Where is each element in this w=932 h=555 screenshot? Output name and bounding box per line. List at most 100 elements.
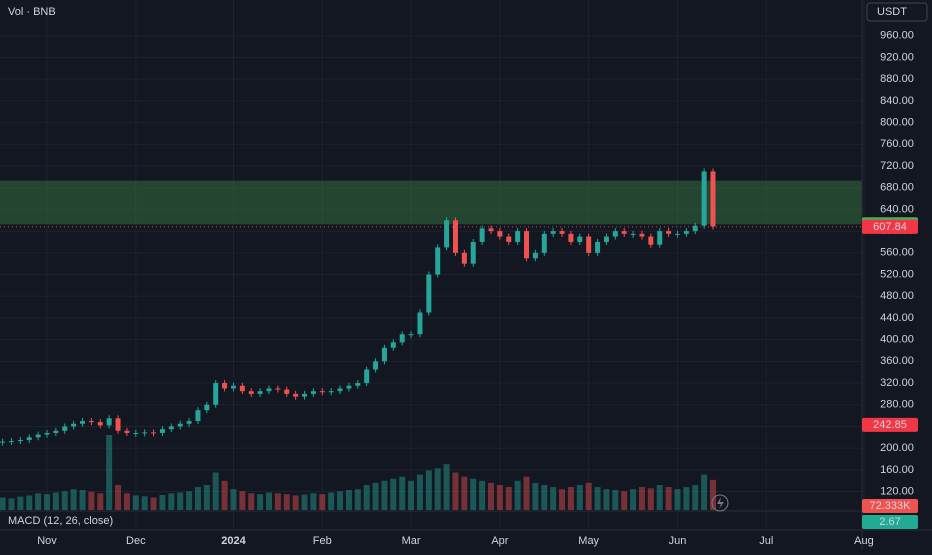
candle: [497, 231, 503, 237]
x-tick-label: Apr: [491, 535, 508, 547]
candle: [621, 231, 627, 234]
candle: [88, 421, 94, 423]
candle: [275, 388, 281, 390]
volume-bar: [35, 493, 42, 510]
volume-bar: [603, 489, 610, 510]
y-tick-label: 840.00: [880, 95, 914, 107]
volume-bar: [612, 490, 619, 510]
volume-bar: [488, 482, 494, 510]
candle: [266, 388, 272, 392]
candle: [426, 274, 432, 313]
candle: [479, 228, 485, 242]
volume-bar: [203, 485, 210, 510]
candle: [17, 440, 23, 442]
y-tick-label: 120.00: [880, 485, 914, 497]
x-tick-label: Nov: [37, 535, 57, 547]
volume-bar: [381, 480, 388, 510]
y-tick-label: 200.00: [880, 442, 914, 454]
currency-label[interactable]: USDT: [877, 6, 907, 18]
volume-bar: [61, 491, 68, 510]
y-tick-label: 320.00: [880, 377, 914, 389]
volume-bar: [514, 480, 521, 510]
price-label-box: [862, 417, 918, 432]
price-label-box: [862, 219, 918, 234]
x-tick-label: Dec: [126, 535, 146, 547]
volume-bar: [674, 489, 681, 510]
volume-bar: [425, 470, 432, 510]
candle: [559, 231, 565, 234]
candle: [195, 410, 201, 422]
x-tick-label: 2024: [221, 535, 246, 547]
volume-bar: [665, 487, 672, 510]
candle: [532, 252, 538, 259]
volume-bar: [310, 493, 317, 510]
candle: [648, 236, 654, 245]
volume-bar: [550, 487, 557, 510]
volume-bar: [194, 487, 201, 510]
volume-bar: [710, 479, 716, 510]
x-tick-label: May: [578, 535, 599, 547]
x-tick-label: Feb: [313, 535, 332, 547]
candle: [53, 430, 59, 433]
volume-bar: [585, 482, 592, 510]
candle: [692, 225, 698, 232]
candle: [168, 426, 174, 430]
macd-value: 2.67: [879, 516, 900, 528]
volume-bar: [88, 491, 95, 510]
volume-bar: [452, 472, 459, 510]
y-tick-label: 360.00: [880, 355, 914, 367]
volume-bar: [328, 492, 335, 510]
volume-bar: [97, 493, 104, 510]
volume-bar: [576, 485, 583, 510]
volume-bar: [168, 493, 175, 510]
volume-bar: [186, 491, 193, 510]
candle: [106, 418, 112, 426]
volume-bar: [408, 480, 415, 510]
volume-bar: [496, 485, 503, 510]
volume-bar: [301, 494, 308, 510]
y-tick-label: 920.00: [880, 51, 914, 63]
volume-bar: [621, 491, 628, 510]
candle: [8, 441, 14, 443]
candle: [390, 342, 396, 348]
candle: [603, 236, 609, 242]
y-tick-label: 520.00: [880, 268, 914, 280]
candle: [186, 421, 192, 424]
volume-bar: [123, 493, 130, 510]
volume-bar: [292, 495, 299, 510]
candle: [71, 423, 77, 427]
volume-bar: [541, 485, 548, 510]
volume-bar: [683, 487, 690, 510]
volume-bar: [470, 478, 477, 510]
y-tick-label: 280.00: [880, 399, 914, 411]
volume-bar: [8, 498, 15, 510]
y-tick-label: 680.00: [880, 182, 914, 194]
candle: [230, 385, 236, 389]
candle: [373, 361, 379, 370]
y-tick-label: 880.00: [880, 73, 914, 85]
volume-bar: [434, 468, 441, 510]
volume-bar: [79, 490, 86, 510]
candle: [284, 389, 290, 394]
currency-button[interactable]: [866, 2, 928, 22]
candle: [257, 391, 263, 394]
candle: [550, 231, 556, 234]
candle: [133, 432, 139, 434]
price-label: 242.85: [873, 419, 907, 431]
candle: [630, 233, 636, 235]
candle: [328, 391, 334, 393]
volume-bar: [70, 489, 77, 510]
lightning-icon[interactable]: [711, 494, 729, 512]
candle: [506, 236, 512, 242]
volume-bar: [363, 485, 370, 510]
candle: [515, 231, 521, 242]
y-tick-label: 480.00: [880, 290, 914, 302]
volume-bar: [656, 485, 663, 510]
volume-bar: [159, 495, 166, 510]
candle: [293, 393, 299, 397]
candle: [639, 233, 645, 237]
candle: [97, 422, 103, 426]
volume-bar: [638, 487, 645, 510]
y-tick-label: 440.00: [880, 312, 914, 324]
